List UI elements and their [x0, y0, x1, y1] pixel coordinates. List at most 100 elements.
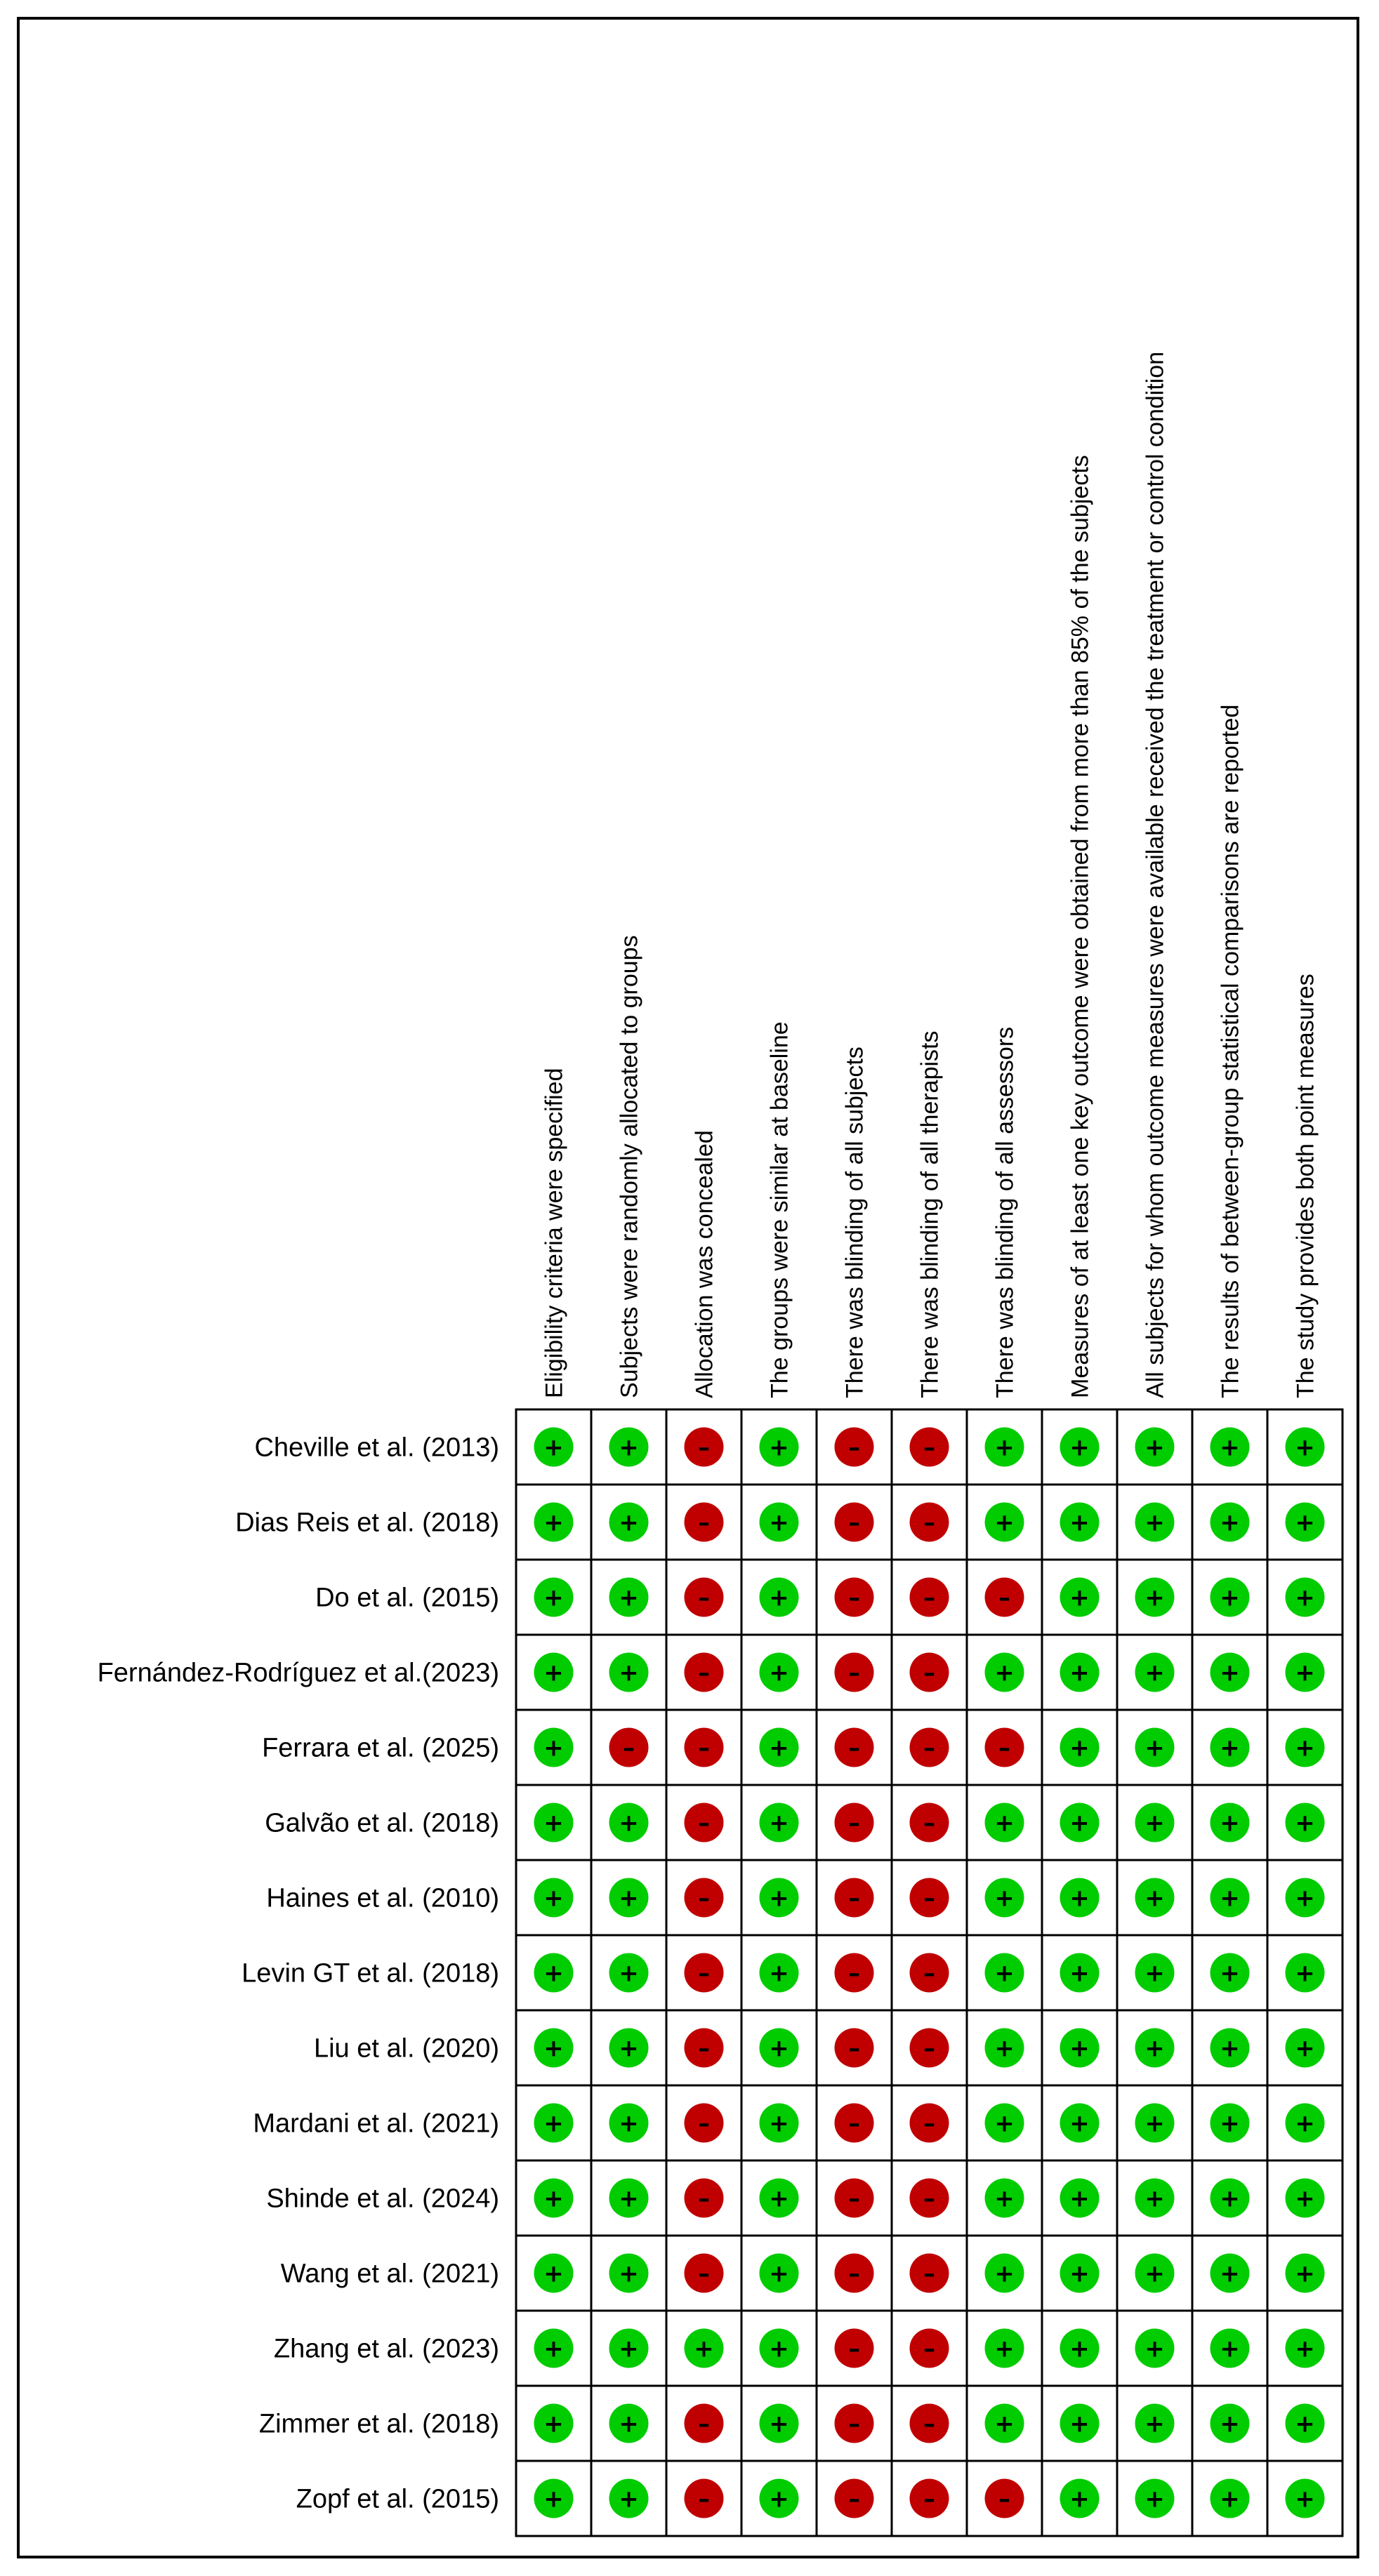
low-risk-dot: [534, 2253, 574, 2293]
study-label: Galvão et al. (2018): [265, 1809, 499, 1838]
plus-symbol: +: [1069, 2185, 1090, 2213]
plus-symbol: +: [1295, 1810, 1315, 1838]
low-risk-dot: [534, 1577, 574, 1617]
study-label: Levin GT et al. (2018): [242, 1959, 499, 1989]
low-risk-dot: [1135, 2253, 1175, 2293]
study-label: Zopf et al. (2015): [296, 2485, 499, 2514]
minus-symbol: –: [698, 1509, 710, 1537]
plus-symbol: +: [543, 1960, 564, 1988]
plus-symbol: +: [543, 1509, 564, 1537]
high-risk-dot: [684, 2253, 724, 2293]
high-risk-dot: [684, 2178, 724, 2218]
plus-symbol: +: [543, 2260, 564, 2288]
plus-symbol: +: [1144, 2410, 1165, 2438]
minus-symbol: –: [923, 1810, 935, 1838]
plus-symbol: +: [1069, 1810, 1090, 1838]
plus-symbol: +: [1069, 1434, 1090, 1462]
low-risk-dot: [759, 2328, 799, 2368]
plus-symbol: +: [543, 1734, 564, 1762]
low-risk-dot: [1135, 1652, 1175, 1692]
plus-symbol: +: [1144, 1960, 1165, 1988]
minus-symbol: –: [998, 2485, 1010, 2514]
low-risk-dot: [534, 2103, 574, 2143]
minus-symbol: –: [923, 2335, 935, 2363]
minus-symbol: –: [923, 1434, 935, 1462]
plus-symbol: +: [994, 1509, 1015, 1537]
low-risk-dot: [1060, 2253, 1100, 2293]
plus-symbol: +: [994, 1434, 1015, 1462]
low-risk-dot: [1285, 2253, 1325, 2293]
plus-symbol: +: [769, 2185, 789, 2213]
low-risk-dot: [534, 1427, 574, 1467]
low-risk-dot: [1060, 1652, 1100, 1692]
study-label: Zhang et al. (2023): [274, 2335, 499, 2364]
low-risk-dot: [984, 1953, 1024, 1993]
plus-symbol: +: [1069, 1659, 1090, 1687]
plus-symbol: +: [619, 1584, 639, 1612]
plus-symbol: +: [619, 1434, 639, 1462]
low-risk-dot: [1060, 2178, 1100, 2218]
low-risk-dot: [1135, 1427, 1175, 1467]
high-risk-dot: [909, 1502, 949, 1542]
low-risk-dot: [684, 2328, 724, 2368]
low-risk-dot: [1210, 1652, 1250, 1692]
plus-symbol: +: [1295, 2110, 1315, 2138]
low-risk-dot: [609, 1502, 649, 1542]
plus-symbol: +: [543, 1885, 564, 1913]
plus-symbol: +: [769, 2110, 789, 2138]
plus-symbol: +: [619, 2335, 639, 2363]
plus-symbol: +: [1220, 1584, 1240, 1612]
low-risk-dot: [609, 2253, 649, 2293]
study-label: Ferrara et al. (2025): [262, 1734, 499, 1763]
high-risk-dot: [684, 1953, 724, 1993]
low-risk-dot: [534, 1953, 574, 1993]
low-risk-dot: [984, 2328, 1024, 2368]
minus-symbol: –: [998, 1734, 1010, 1762]
low-risk-dot: [534, 2328, 574, 2368]
low-risk-dot: [1135, 1502, 1175, 1542]
minus-symbol: –: [848, 2335, 860, 2363]
high-risk-dot: [684, 1577, 724, 1617]
low-risk-dot: [1135, 2178, 1175, 2218]
high-risk-dot: [684, 2028, 724, 2068]
criterion-header: There was blinding of all therapists: [917, 1031, 944, 1399]
plus-symbol: +: [619, 1810, 639, 1838]
minus-symbol: –: [923, 2110, 935, 2138]
plus-symbol: +: [543, 2410, 564, 2438]
plus-symbol: +: [1144, 1885, 1165, 1913]
plus-symbol: +: [1220, 2410, 1240, 2438]
plus-symbol: +: [1220, 1960, 1240, 1988]
minus-symbol: –: [698, 1960, 710, 1988]
low-risk-dot: [984, 2178, 1024, 2218]
high-risk-dot: [834, 2103, 874, 2143]
plus-symbol: +: [543, 2485, 564, 2514]
low-risk-dot: [759, 1427, 799, 1467]
plus-symbol: +: [1144, 2185, 1165, 2213]
plus-symbol: +: [769, 1659, 789, 1687]
high-risk-dot: [684, 1802, 724, 1843]
plus-symbol: +: [769, 2335, 789, 2363]
high-risk-dot: [834, 2328, 874, 2368]
plus-symbol: +: [1295, 1960, 1315, 1988]
study-label: Shinde et al. (2024): [266, 2184, 499, 2214]
low-risk-dot: [1285, 1577, 1325, 1617]
plus-symbol: +: [1069, 2410, 1090, 2438]
low-risk-dot: [1210, 2253, 1250, 2293]
plus-symbol: +: [1295, 2335, 1315, 2363]
minus-symbol: –: [848, 2185, 860, 2213]
risk-of-bias-table: Eligibility criteria were specified Subje…: [98, 352, 1344, 2537]
minus-symbol: –: [848, 2260, 860, 2288]
plus-symbol: +: [994, 2185, 1015, 2213]
low-risk-dot: [1060, 1577, 1100, 1617]
plus-symbol: +: [1295, 2260, 1315, 2288]
high-risk-dot: [834, 2178, 874, 2218]
low-risk-dot: [1060, 2103, 1100, 2143]
plus-symbol: +: [994, 2035, 1015, 2063]
study-label: Liu et al. (2020): [314, 2034, 499, 2064]
high-risk-dot: [909, 2178, 949, 2218]
high-risk-dot: [909, 1802, 949, 1843]
high-risk-dot: [834, 2253, 874, 2293]
low-risk-dot: [1285, 2478, 1325, 2518]
low-risk-dot: [1210, 1727, 1250, 1767]
high-risk-dot: [909, 2253, 949, 2293]
